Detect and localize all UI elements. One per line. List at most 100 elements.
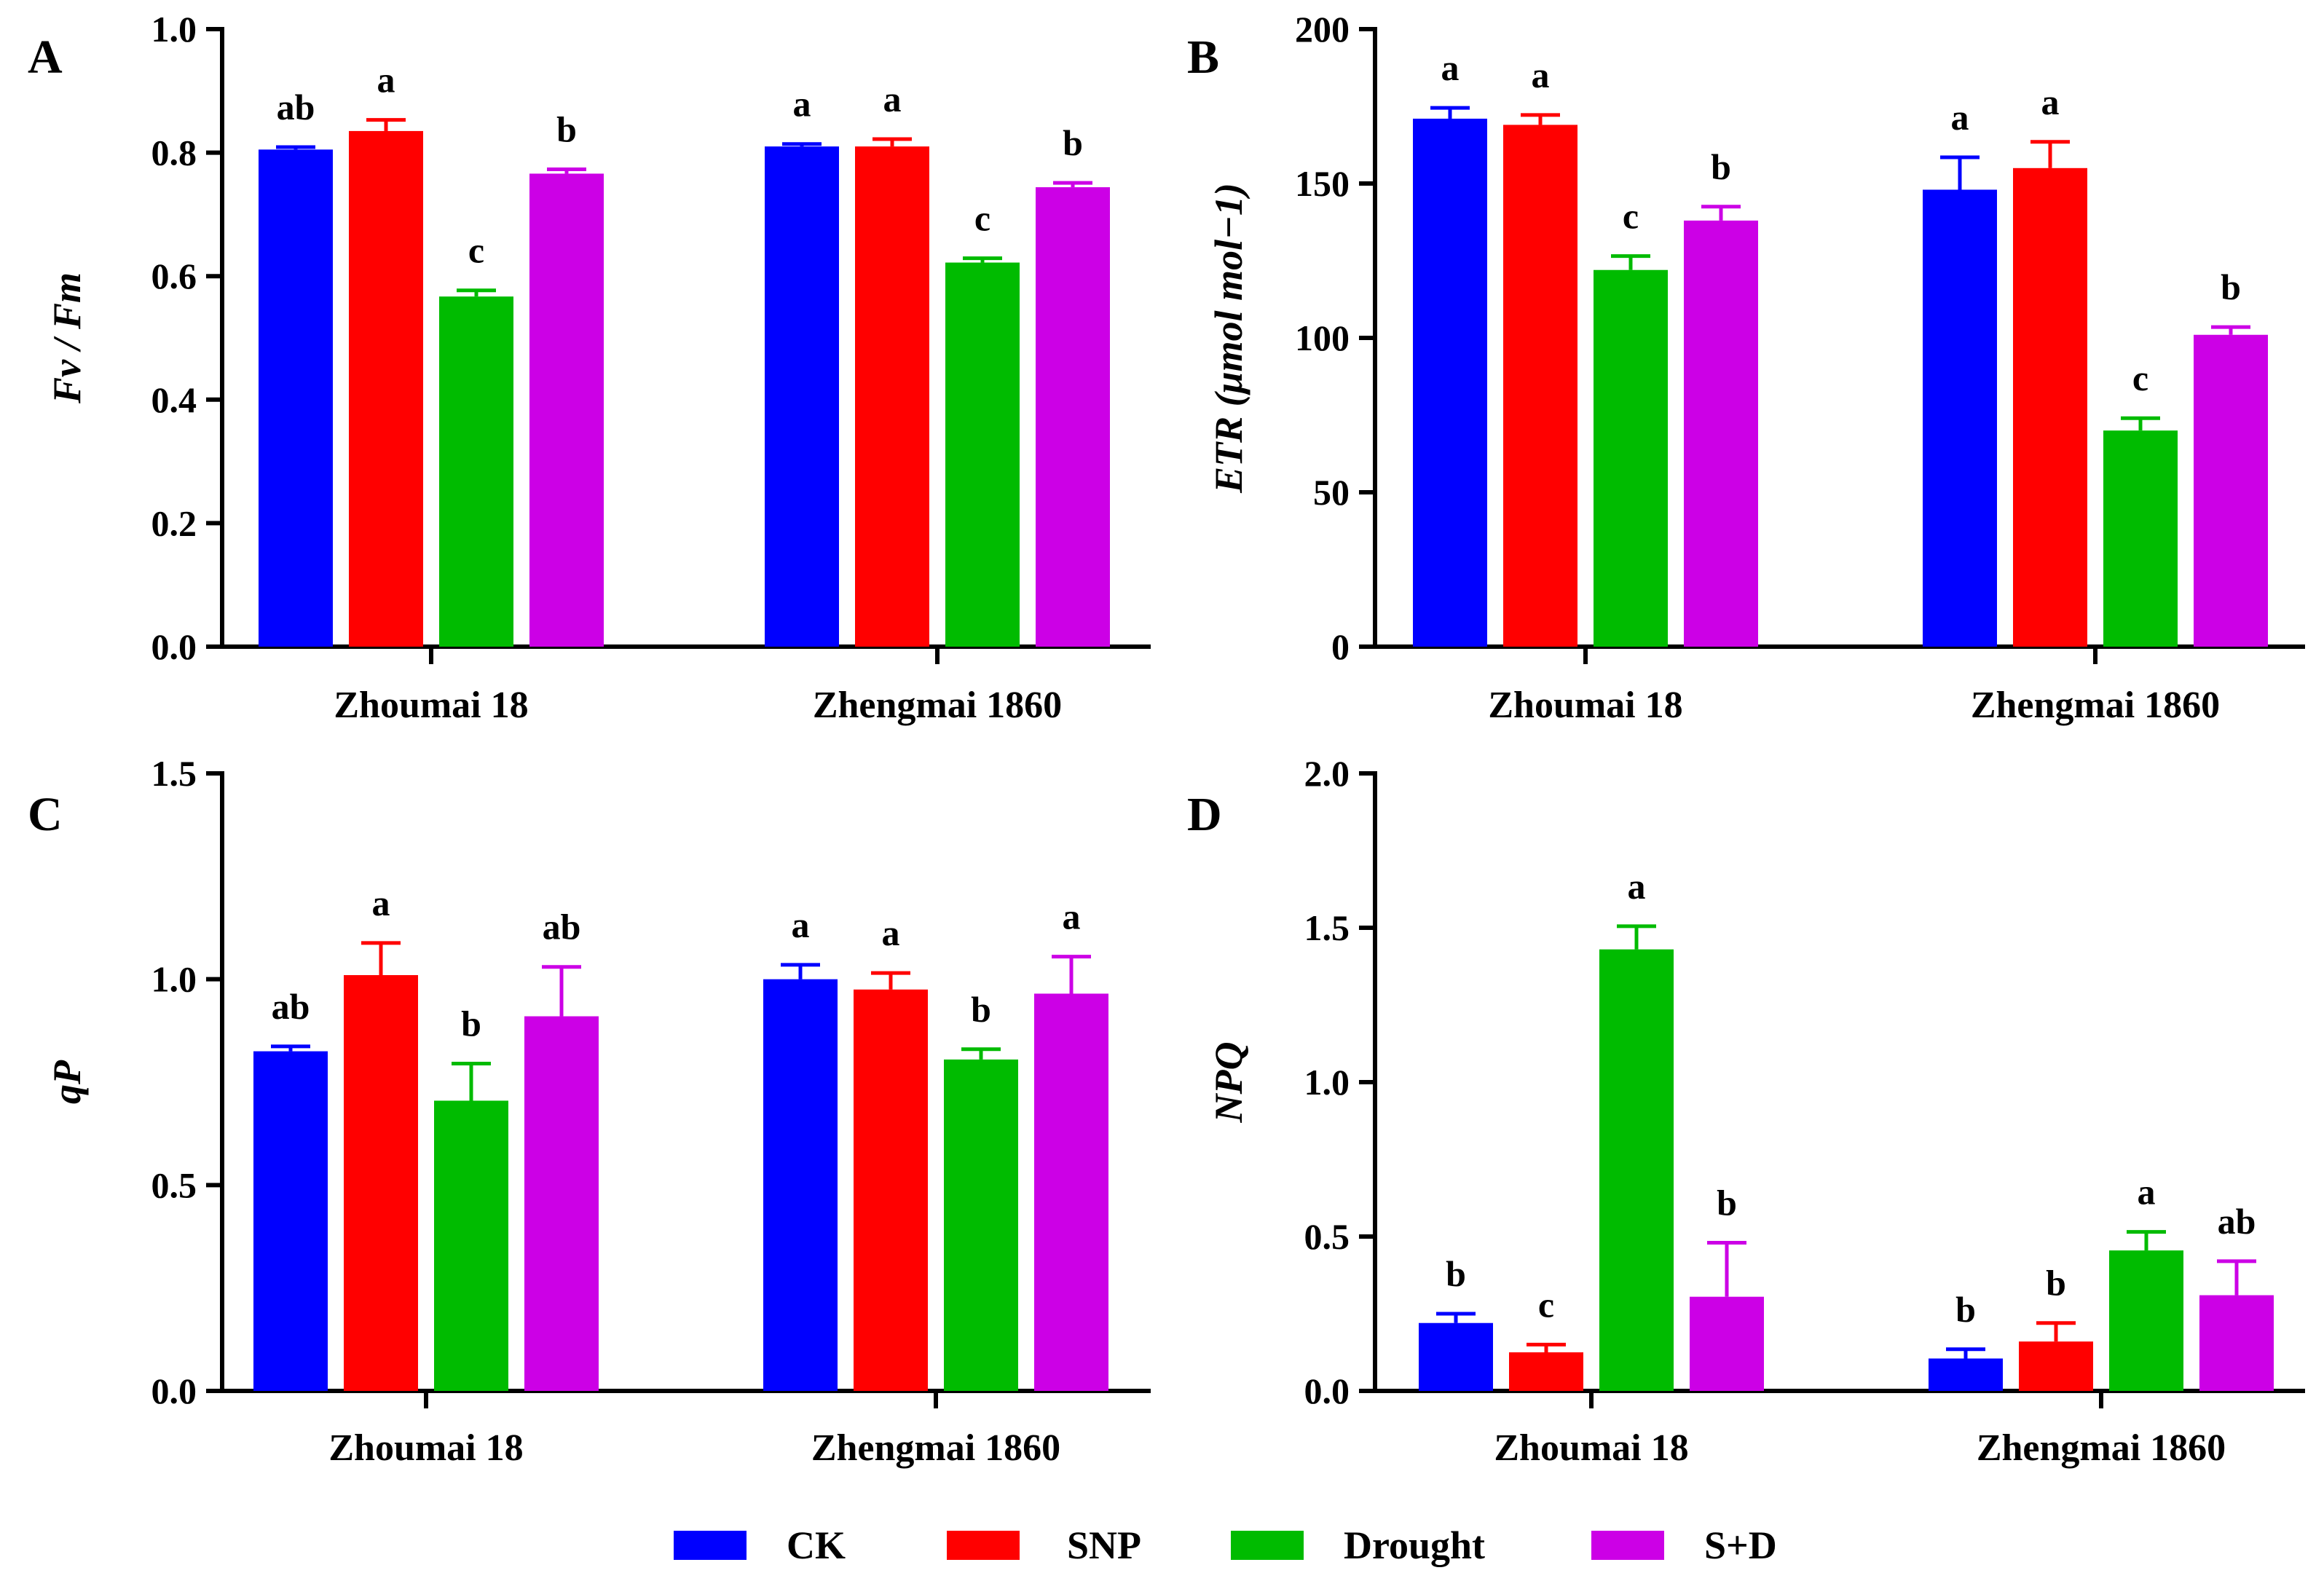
y-tick-label: 0.0 xyxy=(1304,1371,1350,1411)
y-tick-label: 0.4 xyxy=(151,379,197,420)
bar-s-d-zhoumai-18 xyxy=(529,173,604,647)
y-tick-label: 200 xyxy=(1295,9,1350,50)
x-tick-label-zhoumai-18: Zhoumai 18 xyxy=(328,1427,523,1469)
bar-drought-zhoumai-18 xyxy=(434,1100,508,1391)
bar-ck-zhengmai-1860 xyxy=(765,146,839,647)
bar-drought-zhoumai-18 xyxy=(439,296,513,647)
y-tick-label: 1.5 xyxy=(151,753,197,794)
legend-label-drought: Drought xyxy=(1344,1523,1485,1567)
significance-letter-ck-zhoumai-18: ab xyxy=(277,87,315,127)
x-tick-label-zhengmai-1860: Zhengmai 1860 xyxy=(1971,685,2220,726)
panel-label: A xyxy=(28,31,63,84)
significance-letter-drought-zhoumai-18: b xyxy=(461,1004,481,1044)
y-axis-title: qP xyxy=(45,1060,89,1104)
y-tick-label: 1.5 xyxy=(1304,907,1350,948)
bar-ck-zhengmai-1860 xyxy=(1929,1358,2003,1391)
significance-letter-ck-zhoumai-18: ab xyxy=(272,986,310,1027)
bar-ck-zhoumai-18 xyxy=(259,149,333,647)
legend-swatch-sd xyxy=(1591,1531,1664,1560)
significance-letter-s-d-zhengmai-1860: b xyxy=(1063,122,1083,163)
bar-snp-zhengmai-1860 xyxy=(2019,1341,2093,1391)
x-tick-label-zhoumai-18: Zhoumai 18 xyxy=(1488,685,1682,726)
significance-letter-drought-zhengmai-1860: b xyxy=(971,989,991,1030)
significance-letter-s-d-zhoumai-18: b xyxy=(1711,146,1731,187)
bar-drought-zhengmai-1860 xyxy=(944,1059,1018,1391)
significance-letter-s-d-zhoumai-18: b xyxy=(556,109,577,149)
y-axis-title: ETR (μmol mol−1) xyxy=(1207,183,1250,494)
significance-letter-s-d-zhengmai-1860: b xyxy=(2221,267,2241,307)
bar-s-d-zhengmai-1860 xyxy=(1036,187,1110,647)
significance-letter-drought-zhengmai-1860: c xyxy=(2132,358,2148,398)
legend-swatch-ck xyxy=(674,1531,747,1560)
bar-drought-zhoumai-18 xyxy=(1599,949,1674,1391)
legend-swatch-snp xyxy=(947,1531,1020,1560)
x-tick-label-zhengmai-1860: Zhengmai 1860 xyxy=(811,1427,1060,1469)
y-tick-label: 0.5 xyxy=(151,1164,197,1205)
significance-letter-snp-zhengmai-1860: a xyxy=(882,912,900,953)
bar-snp-zhengmai-1860 xyxy=(2013,167,2087,647)
bar-s-d-zhoumai-18 xyxy=(524,1016,599,1391)
y-tick-label: 50 xyxy=(1313,472,1350,513)
significance-letter-snp-zhoumai-18: a xyxy=(377,60,395,100)
significance-letter-drought-zhoumai-18: c xyxy=(468,230,484,271)
y-tick-label: 2.0 xyxy=(1304,753,1350,794)
y-tick-label: 1.0 xyxy=(151,959,197,1000)
significance-letter-snp-zhoumai-18: c xyxy=(1538,1284,1554,1325)
legend-label-sd: S+D xyxy=(1704,1523,1777,1567)
significance-letter-ck-zhengmai-1860: a xyxy=(1951,97,1969,138)
significance-letter-s-d-zhoumai-18: ab xyxy=(543,907,581,947)
significance-letter-ck-zhengmai-1860: a xyxy=(793,84,811,125)
significance-letter-snp-zhoumai-18: a xyxy=(372,883,390,923)
x-tick-label-zhoumai-18: Zhoumai 18 xyxy=(1494,1427,1688,1469)
significance-letter-snp-zhengmai-1860: a xyxy=(883,79,902,119)
y-tick-label: 0.0 xyxy=(151,626,197,667)
significance-letter-drought-zhengmai-1860: a xyxy=(2138,1172,2156,1213)
panel-label: C xyxy=(28,788,63,841)
significance-letter-ck-zhengmai-1860: a xyxy=(792,904,810,945)
bar-s-d-zhoumai-18 xyxy=(1690,1296,1764,1391)
bar-snp-zhengmai-1860 xyxy=(854,989,928,1391)
y-axis-title: Fv / Fm xyxy=(45,272,89,404)
bar-drought-zhengmai-1860 xyxy=(945,262,1020,647)
significance-letter-snp-zhoumai-18: a xyxy=(1532,55,1550,95)
y-tick-label: 0.6 xyxy=(151,256,197,296)
y-tick-label: 0.5 xyxy=(1304,1216,1350,1257)
legend-label-ck: CK xyxy=(787,1523,846,1567)
bar-snp-zhoumai-18 xyxy=(349,130,423,647)
bar-ck-zhengmai-1860 xyxy=(763,979,838,1391)
bar-snp-zhoumai-18 xyxy=(1509,1352,1583,1391)
bar-snp-zhengmai-1860 xyxy=(855,146,929,647)
significance-letter-s-d-zhoumai-18: b xyxy=(1717,1182,1737,1223)
legend-label-snp: SNP xyxy=(1067,1523,1141,1567)
bar-ck-zhoumai-18 xyxy=(253,1051,328,1391)
panel-label: D xyxy=(1187,788,1222,841)
bar-ck-zhoumai-18 xyxy=(1413,118,1487,647)
significance-letter-ck-zhoumai-18: a xyxy=(1441,47,1460,88)
x-tick-label-zhengmai-1860: Zhengmai 1860 xyxy=(813,685,1062,726)
y-tick-label: 0.8 xyxy=(151,133,197,173)
y-tick-label: 1.0 xyxy=(1304,1062,1350,1103)
significance-letter-drought-zhengmai-1860: c xyxy=(974,198,990,239)
y-tick-label: 150 xyxy=(1295,163,1350,204)
panel-label: B xyxy=(1187,31,1219,84)
bar-snp-zhoumai-18 xyxy=(344,975,418,1391)
significance-letter-ck-zhoumai-18: b xyxy=(1446,1253,1466,1294)
bar-snp-zhoumai-18 xyxy=(1503,125,1577,647)
significance-letter-snp-zhengmai-1860: a xyxy=(2041,82,2060,122)
x-tick-label-zhoumai-18: Zhoumai 18 xyxy=(334,685,528,726)
bar-ck-zhengmai-1860 xyxy=(1923,189,1997,647)
y-tick-label: 1.0 xyxy=(151,9,197,50)
legend-swatch-drought xyxy=(1231,1531,1304,1560)
bar-s-d-zhoumai-18 xyxy=(1684,220,1758,647)
y-tick-label: 0.0 xyxy=(151,1371,197,1411)
chart-panel-b: B 0 50 100 150 200 ETR (μmol mol−1) Zhoumai 18 a… xyxy=(1187,9,2305,726)
x-tick-label-zhengmai-1860: Zhengmai 1860 xyxy=(1977,1427,2226,1469)
significance-letter-drought-zhoumai-18: c xyxy=(1623,196,1639,237)
bar-drought-zhengmai-1860 xyxy=(2109,1250,2183,1391)
bar-drought-zhoumai-18 xyxy=(1594,269,1668,647)
y-tick-label: 0.2 xyxy=(151,502,197,543)
